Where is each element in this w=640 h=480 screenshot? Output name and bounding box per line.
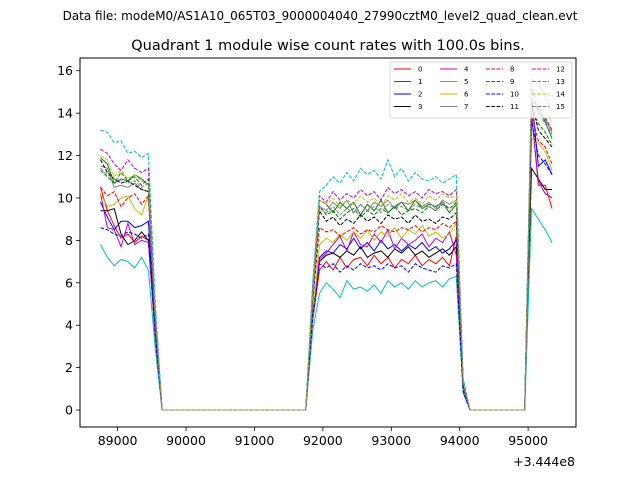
legend-label-1: 1 xyxy=(418,78,422,86)
suptitle: Data file: modeM0/AS1A10_065T03_90000040… xyxy=(63,9,578,23)
x-axis: 89000 90000 91000 92000 93000 94000 95000 xyxy=(98,427,548,448)
legend-label-14: 14 xyxy=(556,91,565,99)
x-tick-label: 93000 xyxy=(371,433,411,448)
series-line-8 xyxy=(100,115,553,411)
y-tick-label: 2 xyxy=(65,360,73,375)
legend-label-5: 5 xyxy=(464,78,468,86)
plot-frame xyxy=(79,57,577,428)
legend-label-13: 13 xyxy=(556,78,565,86)
legend-label-15: 15 xyxy=(556,103,565,111)
legend-box xyxy=(389,61,573,119)
x-tick-label: 92000 xyxy=(303,433,343,448)
legend-label-12: 12 xyxy=(556,66,565,74)
y-tick-label: 0 xyxy=(65,403,73,418)
x-tick-label: 89000 xyxy=(98,433,138,448)
legend-label-0: 0 xyxy=(418,66,422,74)
y-tick-label: 10 xyxy=(57,190,73,205)
y-tick-label: 6 xyxy=(65,275,73,290)
legend-label-9: 9 xyxy=(510,78,514,86)
legend-label-8: 8 xyxy=(510,66,514,74)
legend-label-10: 10 xyxy=(510,91,519,99)
series-line-15 xyxy=(100,98,553,411)
plot-area: 89000 90000 91000 92000 93000 94000 95000 0 2 4 6… xyxy=(57,57,577,448)
x-tick-label: 94000 xyxy=(440,433,480,448)
legend-label-2: 2 xyxy=(418,91,422,99)
x-tick-label: 91000 xyxy=(235,433,275,448)
x-tick-label: 90000 xyxy=(166,433,206,448)
y-tick-label: 12 xyxy=(57,148,73,163)
legend-label-7: 7 xyxy=(464,103,468,111)
x-tick-label: 95000 xyxy=(508,433,548,448)
legend-label-11: 11 xyxy=(510,103,519,111)
y-tick-label: 14 xyxy=(57,106,73,121)
series-group xyxy=(100,78,553,411)
plot-background xyxy=(80,58,576,427)
y-tick-label: 4 xyxy=(65,318,73,333)
legend-label-4: 4 xyxy=(464,66,469,74)
x-offset-label: +3.444e8 xyxy=(513,454,575,469)
legend-label-6: 6 xyxy=(464,91,469,99)
y-tick-label: 16 xyxy=(57,63,73,78)
legend-label-3: 3 xyxy=(418,103,422,111)
y-axis: 0 2 4 6 8 10 12 14 16 xyxy=(57,63,80,418)
y-tick-label: 8 xyxy=(65,233,73,248)
chart-title: Quadrant 1 module wise count rates with … xyxy=(131,38,525,54)
